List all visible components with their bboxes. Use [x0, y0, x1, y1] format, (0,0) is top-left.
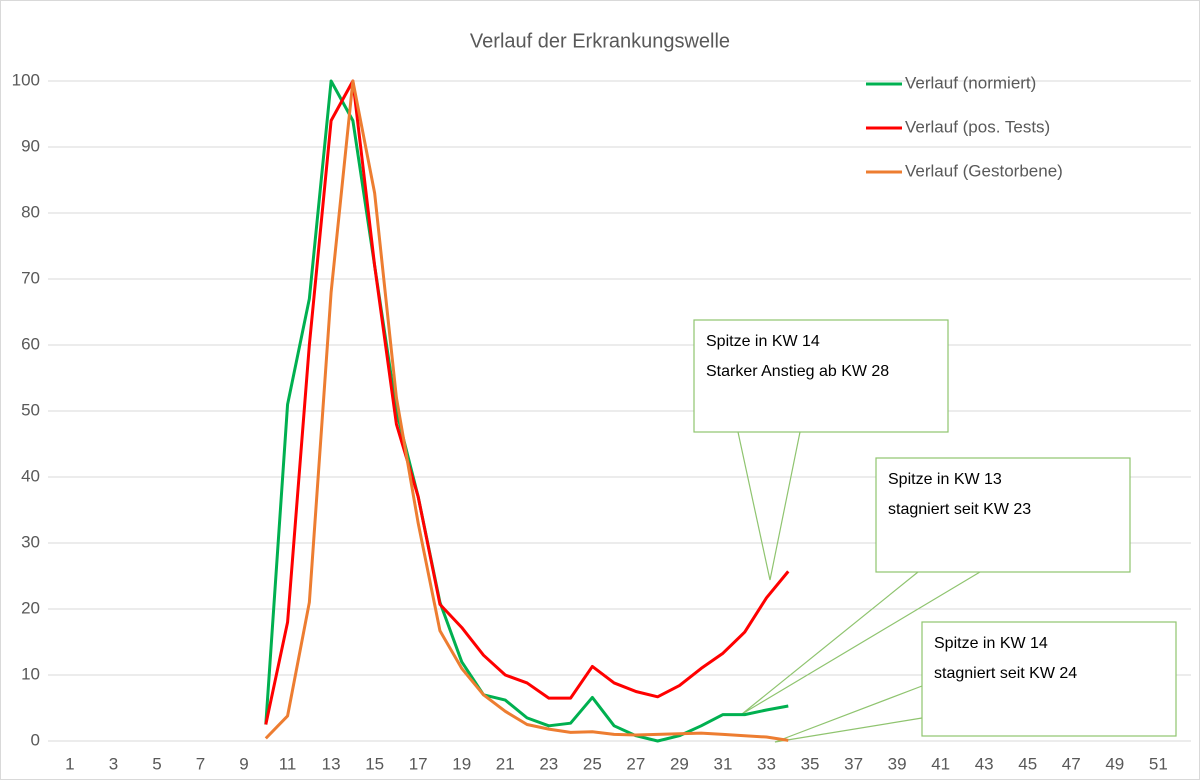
callout-pointer [737, 431, 801, 581]
y-tick-label: 20 [21, 598, 40, 617]
y-tick-label: 0 [31, 730, 40, 749]
x-tick-label: 31 [714, 754, 733, 773]
callout-text: Spitze in KW 13 [888, 471, 1002, 488]
x-tick-label: 35 [801, 754, 820, 773]
legend-label: Verlauf (pos. Tests) [905, 117, 1050, 136]
callout: Spitze in KW 14 Starker Anstieg ab KW 28 [693, 319, 949, 581]
x-tick-label: 7 [196, 754, 205, 773]
callout-pointer [774, 685, 923, 743]
y-tick-label: 100 [12, 70, 40, 89]
y-tick-label: 30 [21, 532, 40, 551]
x-tick-label: 23 [539, 754, 558, 773]
callout-text: Spitze in KW 14 [706, 333, 820, 350]
x-tick-label: 25 [583, 754, 602, 773]
x-tick-label: 45 [1018, 754, 1037, 773]
x-tick-label: 27 [626, 754, 645, 773]
x-tick-label: 41 [931, 754, 950, 773]
callout-text: stagniert seit KW 23 [888, 501, 1031, 518]
series-line [264, 79, 789, 743]
legend-label: Verlauf (Gestorbene) [905, 161, 1063, 180]
callout-box [693, 319, 949, 433]
y-tick-label: 70 [21, 268, 40, 287]
y-tick-label: 90 [21, 136, 40, 155]
y-tick-label: 40 [21, 466, 40, 485]
callout: Spitze in KW 14 stagniert seit KW 24 [774, 621, 1177, 743]
x-tick-label: 3 [109, 754, 118, 773]
x-tick-label: 15 [365, 754, 384, 773]
x-tick-label: 39 [888, 754, 907, 773]
x-tick-label: 43 [975, 754, 994, 773]
callout-box [921, 621, 1177, 737]
callout-text: Spitze in KW 14 [934, 635, 1048, 652]
callout-text: Starker Anstieg ab KW 28 [706, 363, 889, 380]
x-tick-label: 9 [239, 754, 248, 773]
callout-text: stagniert seit KW 24 [934, 665, 1077, 682]
x-tick-label: 17 [409, 754, 428, 773]
x-tick-label: 13 [322, 754, 341, 773]
x-tick-label: 47 [1062, 754, 1081, 773]
y-tick-label: 60 [21, 334, 40, 353]
x-tick-label: 21 [496, 754, 515, 773]
y-tick-label: 10 [21, 664, 40, 683]
legend-label: Verlauf (normiert) [905, 73, 1036, 92]
callout-box [875, 457, 1131, 573]
series-line [264, 79, 789, 742]
callout: Spitze in KW 13 stagniert seit KW 23 [741, 457, 1131, 715]
x-tick-label: 11 [279, 754, 297, 773]
x-tick-label: 33 [757, 754, 776, 773]
x-tick-label: 49 [1105, 754, 1124, 773]
x-tick-label: 19 [452, 754, 471, 773]
x-tick-label: 5 [152, 754, 161, 773]
x-tick-label: 37 [844, 754, 863, 773]
y-tick-label: 50 [21, 400, 40, 419]
x-tick-label: 1 [65, 754, 74, 773]
x-tick-label: 29 [670, 754, 689, 773]
y-tick-label: 80 [21, 202, 40, 221]
chart-title: Verlauf der Erkrankungswelle [470, 30, 730, 52]
x-tick-label: 51 [1149, 754, 1168, 773]
